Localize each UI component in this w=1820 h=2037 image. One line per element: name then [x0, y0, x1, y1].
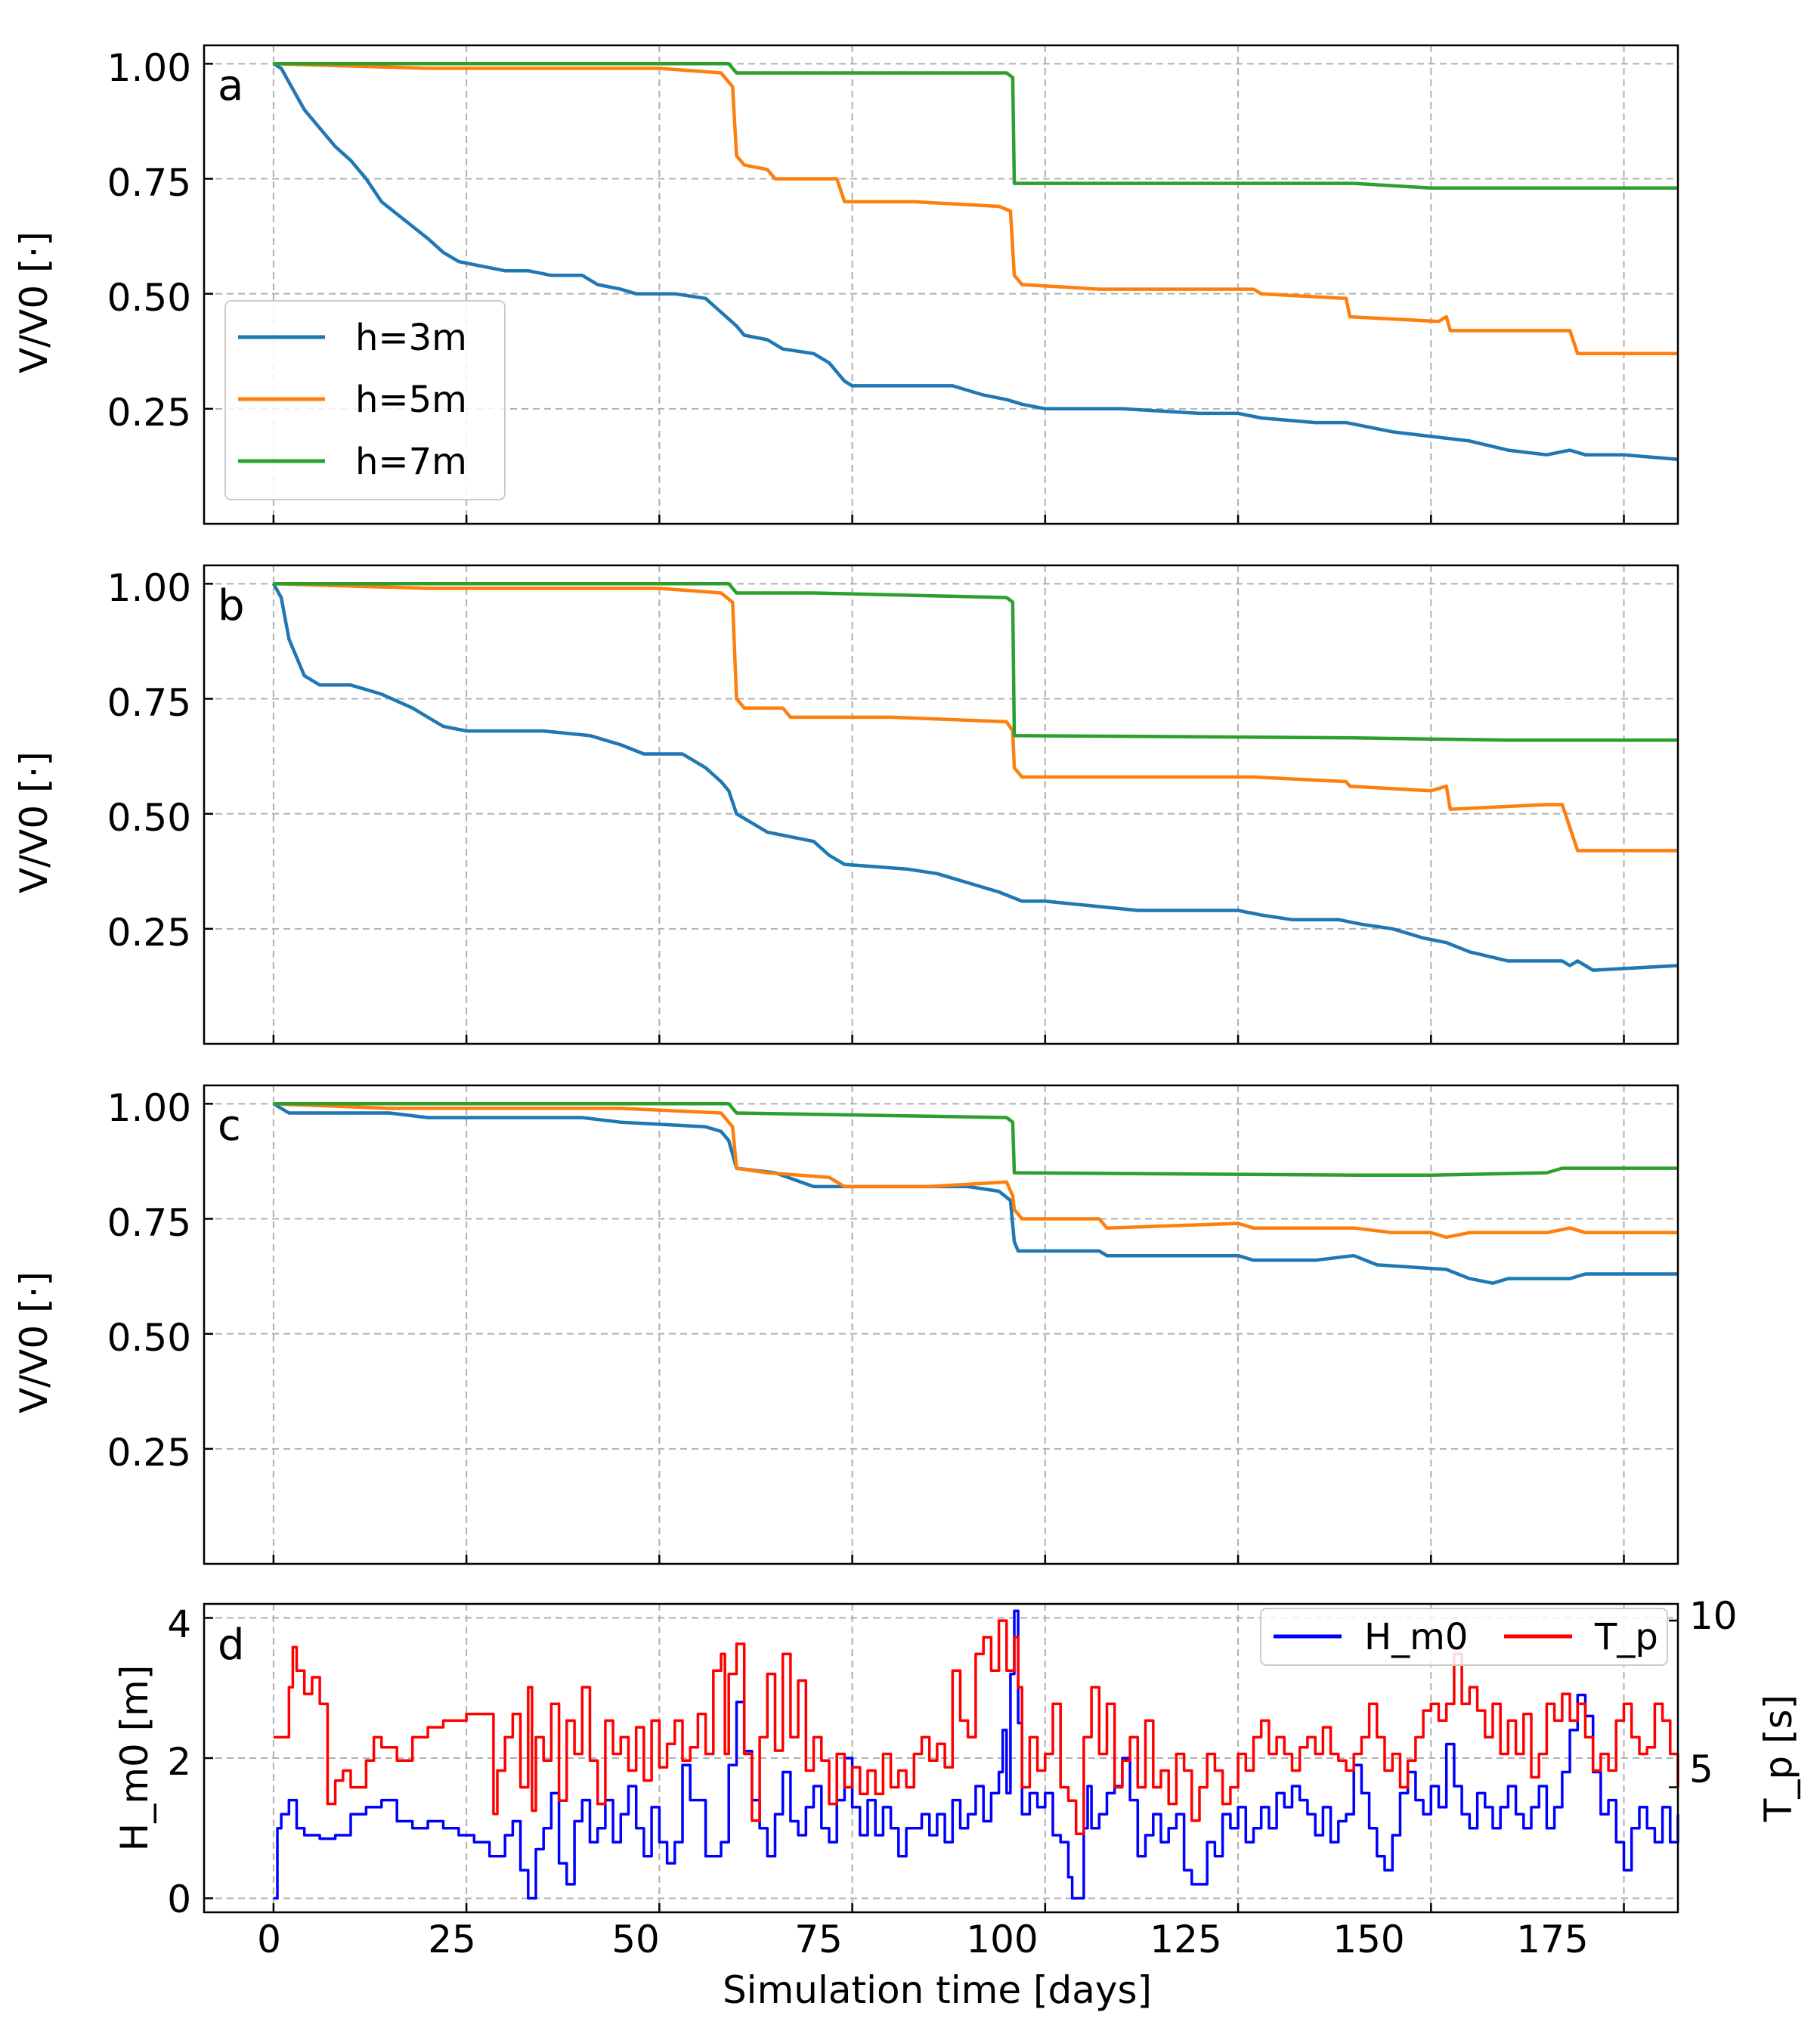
panel-b-series-h3m — [271, 583, 1679, 972]
xtick-label-75: 75 — [794, 1918, 843, 1961]
panel-a-legend-box — [224, 300, 506, 500]
panel-a-frame — [203, 44, 1679, 525]
panel-a: a 1.00 0.75 0.50 0.25 V/V0 [·] h=3m h=5m… — [12, 44, 1679, 525]
panel-b-series-h5m — [273, 582, 1678, 853]
panel-d-ytick-left-2: 2 — [167, 1740, 191, 1784]
panel-b: b 1.00 0.75 0.50 0.25 V/V0 [·] — [12, 564, 1679, 1045]
panel-b-ytick-2: 0.75 — [107, 681, 191, 725]
panel-a-ytick-4: 0.25 — [107, 391, 191, 435]
xtick-label-175: 175 — [1516, 1918, 1588, 1961]
panel-c-ytick-3: 0.50 — [107, 1316, 191, 1360]
xtick-label-125: 125 — [1150, 1918, 1221, 1961]
panel-d-label: d — [218, 1621, 245, 1670]
panel-a-ylabel-text: V/V0 [·] — [12, 231, 56, 373]
x-axis-label: Simulation time [days] — [723, 1968, 1152, 2012]
panel-d-legend-box — [1260, 1608, 1668, 1666]
panel-d-ylabel-left: H_m0 [m] — [113, 1665, 156, 1852]
panel-d-ytick-left-0: 0 — [167, 1878, 191, 1921]
panel-b-series-h7m — [273, 582, 1678, 742]
panel-c-series-h3m — [272, 1102, 1678, 1285]
panel-c-ytick-2: 0.75 — [107, 1201, 191, 1245]
xtick-label-150: 150 — [1332, 1918, 1404, 1961]
panel-a-plot-area — [204, 45, 1679, 524]
panel-a-ylabel: V/V0 [·] — [12, 231, 56, 373]
panel-a-label: a — [218, 61, 243, 110]
xtick-label-25: 25 — [428, 1918, 476, 1961]
panel-c-label: c — [218, 1101, 241, 1150]
panel-a-series-h7m — [273, 62, 1678, 190]
panel-a-ytick-1: 1.00 — [107, 46, 191, 90]
panel-b-label: b — [218, 581, 245, 630]
panel-a-legend: h=3m h=5m h=7m — [224, 300, 506, 500]
panel-b-plot-area — [204, 565, 1679, 1044]
panel-d-ytick-left-4: 4 — [167, 1602, 191, 1646]
panel-a-series-h3m — [272, 62, 1679, 462]
x-tick-labels: 0 25 50 75 100 125 150 175 — [257, 1918, 1589, 1961]
panel-d-ytick-right-10: 10 — [1689, 1594, 1738, 1638]
panel-b-ylabel: V/V0 [·] — [12, 751, 56, 893]
xtick-label-100: 100 — [966, 1918, 1038, 1961]
legend-label-h3: h=3m — [355, 317, 467, 359]
panel-c-ylabel: V/V0 [·] — [12, 1271, 56, 1413]
legend-label-tp: T_p — [1594, 1616, 1658, 1658]
panel-b-ylabel-text: V/V0 [·] — [12, 751, 56, 893]
panel-c-plot-area — [204, 1085, 1678, 1564]
panel-b-ytick-4: 0.25 — [107, 911, 191, 955]
panel-c-series-h5m — [273, 1102, 1678, 1240]
panel-d-series-Tp — [273, 1619, 1679, 1836]
panel-c-ytick-4: 0.25 — [107, 1431, 191, 1475]
legend-label-h5: h=5m — [355, 379, 467, 421]
panel-d-ylabel-right: T_p [s] — [1757, 1695, 1800, 1822]
panel-d-frame — [203, 1602, 1679, 1914]
panel-c-series-h7m — [273, 1102, 1678, 1177]
panel-d: d 0 2 4 5 10 H_m0 [m] T_p [s] H_m0 T_p — [113, 1594, 1800, 1921]
panel-a-ytick-3: 0.50 — [107, 276, 191, 320]
panel-d-legend: H_m0 T_p — [1260, 1608, 1668, 1666]
panel-c-frame — [203, 1084, 1679, 1565]
legend-label-h7: h=7m — [355, 441, 467, 483]
panel-a-ytick-2: 0.75 — [107, 161, 191, 205]
panel-d-ytick-right-5: 5 — [1689, 1748, 1713, 1791]
panel-d-ylabel-right-text: T_p [s] — [1757, 1695, 1800, 1822]
panel-b-frame — [203, 564, 1679, 1045]
panel-b-ytick-1: 1.00 — [107, 566, 191, 610]
legend-label-hm0: H_m0 — [1364, 1616, 1468, 1658]
xtick-label-50: 50 — [611, 1918, 660, 1961]
xtick-label-0: 0 — [257, 1918, 281, 1961]
panel-c-ytick-1: 1.00 — [107, 1086, 191, 1130]
panel-b-ytick-3: 0.50 — [107, 796, 191, 840]
panel-a-series-h5m — [273, 62, 1678, 356]
panel-c: c 1.00 0.75 0.50 0.25 V/V0 [·] — [12, 1084, 1679, 1565]
panel-c-ylabel-text: V/V0 [·] — [12, 1271, 56, 1413]
panel-d-ylabel-left-text: H_m0 [m] — [113, 1665, 156, 1852]
panel-d-series-Hm0 — [273, 1609, 1679, 1900]
